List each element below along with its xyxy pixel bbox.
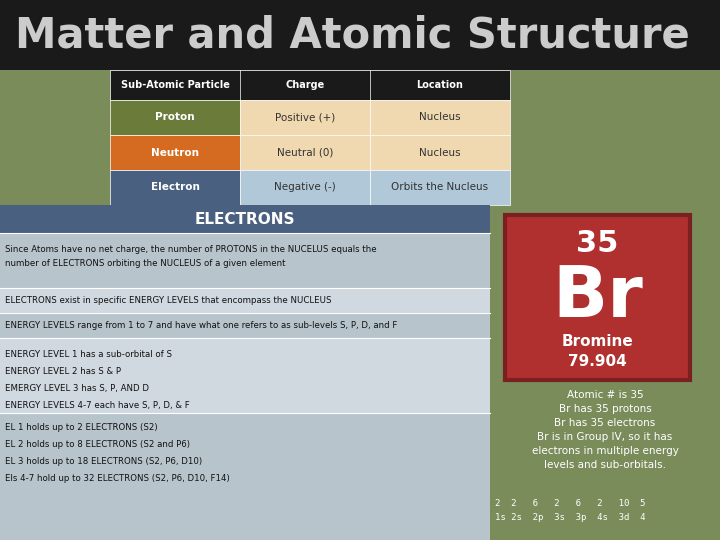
Bar: [110, 70, 510, 100]
Text: number of ELECTRONS orbiting the NUCLEUS of a given element: number of ELECTRONS orbiting the NUCLEUS…: [5, 259, 286, 268]
Text: EL 2 holds up to 8 ELECTRONS (S2 and P6): EL 2 holds up to 8 ELECTRONS (S2 and P6): [5, 440, 190, 449]
Text: 1s 2s  2p  3s  3p  4s  3d  4: 1s 2s 2p 3s 3p 4s 3d 4: [495, 514, 646, 523]
Text: Proton: Proton: [156, 112, 195, 123]
Bar: [370, 135, 510, 170]
Bar: [0, 205, 490, 540]
Text: Atomic # is 35: Atomic # is 35: [567, 390, 643, 400]
Text: 79.904: 79.904: [568, 354, 627, 369]
Text: Neutron: Neutron: [151, 147, 199, 158]
Text: ENERGY LEVEL 2 has S & P: ENERGY LEVEL 2 has S & P: [5, 367, 121, 376]
Text: Matter and Atomic Structure: Matter and Atomic Structure: [15, 14, 690, 56]
Text: Charge: Charge: [285, 80, 325, 90]
Bar: [110, 100, 240, 135]
Text: Sub-Atomic Particle: Sub-Atomic Particle: [120, 80, 230, 90]
Text: Positive (+): Positive (+): [275, 112, 335, 123]
Bar: [0, 288, 490, 313]
Text: ENERGY LEVELS range from 1 to 7 and have what one refers to as sub-levels S, P, : ENERGY LEVELS range from 1 to 7 and have…: [5, 321, 397, 330]
Text: Els 4-7 hold up to 32 ELECTRONS (S2, P6, D10, F14): Els 4-7 hold up to 32 ELECTRONS (S2, P6,…: [5, 474, 230, 483]
Text: Negative (-): Negative (-): [274, 183, 336, 192]
FancyBboxPatch shape: [505, 215, 690, 380]
Text: EL 3 holds up to 18 ELECTRONS (S2, P6, D10): EL 3 holds up to 18 ELECTRONS (S2, P6, D…: [5, 457, 202, 466]
Text: EL 1 holds up to 2 ELECTRONS (S2): EL 1 holds up to 2 ELECTRONS (S2): [5, 423, 158, 432]
Bar: [370, 100, 510, 135]
Bar: [240, 135, 370, 170]
Text: 2  2   6   2   6   2   10  5: 2 2 6 2 6 2 10 5: [495, 500, 646, 509]
Text: ENERGY LEVELS 4-7 each have S, P, D, & F: ENERGY LEVELS 4-7 each have S, P, D, & F: [5, 401, 190, 410]
Bar: [110, 135, 240, 170]
Text: Br has 35 electrons: Br has 35 electrons: [554, 418, 656, 428]
Bar: [110, 170, 240, 205]
Text: Neutral (0): Neutral (0): [276, 147, 333, 158]
Text: Bromine: Bromine: [562, 334, 634, 349]
Bar: [0, 233, 490, 288]
Bar: [0, 413, 490, 540]
Text: EMERGY LEVEL 3 has S, P, AND D: EMERGY LEVEL 3 has S, P, AND D: [5, 384, 149, 393]
Text: Nucleus: Nucleus: [419, 147, 461, 158]
Bar: [370, 170, 510, 205]
Text: Br is in Group IV, so it has: Br is in Group IV, so it has: [537, 432, 672, 442]
Text: ENERGY LEVEL 1 has a sub-orbital of S: ENERGY LEVEL 1 has a sub-orbital of S: [5, 350, 172, 359]
Text: Br: Br: [552, 263, 643, 332]
Text: Orbits the Nucleus: Orbits the Nucleus: [392, 183, 489, 192]
Text: Since Atoms have no net charge, the number of PROTONS in the NUCELUS equals the: Since Atoms have no net charge, the numb…: [5, 245, 377, 254]
Text: Location: Location: [417, 80, 464, 90]
Bar: [0, 313, 490, 338]
Text: levels and sub-orbitals.: levels and sub-orbitals.: [544, 460, 666, 470]
Text: Br has 35 protons: Br has 35 protons: [559, 404, 652, 414]
Bar: [240, 170, 370, 205]
Bar: [240, 100, 370, 135]
Text: electrons in multiple energy: electrons in multiple energy: [531, 446, 678, 456]
Bar: [0, 0, 720, 70]
Text: Nucleus: Nucleus: [419, 112, 461, 123]
Text: ELECTRONS exist in specific ENERGY LEVELS that encompass the NUCLEUS: ELECTRONS exist in specific ENERGY LEVEL…: [5, 296, 331, 305]
Bar: [0, 205, 490, 233]
Text: ELECTRONS: ELECTRONS: [194, 212, 295, 226]
Text: 35: 35: [576, 228, 618, 258]
Bar: [0, 338, 490, 413]
Text: Electron: Electron: [150, 183, 199, 192]
